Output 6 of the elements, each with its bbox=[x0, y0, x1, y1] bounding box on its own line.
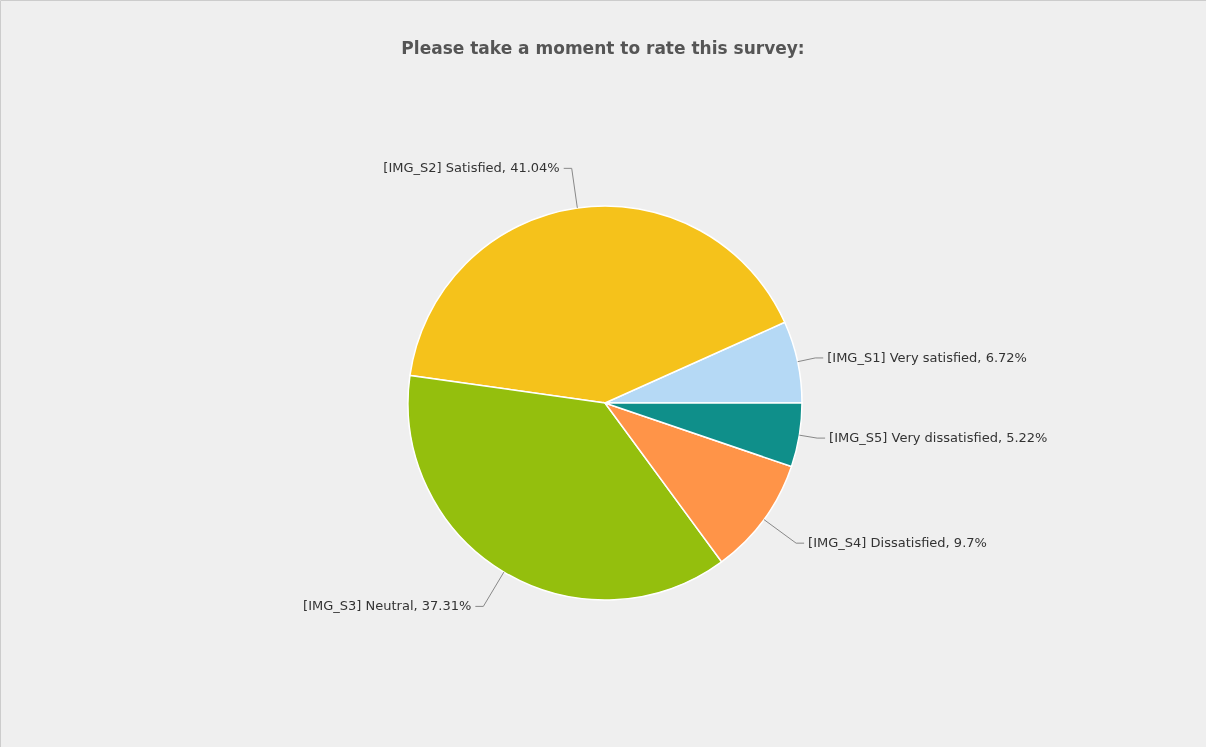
slice-label: [IMG_S5] Very dissatisfied, 5.22% bbox=[829, 430, 1048, 446]
slice-label: [IMG_S4] Dissatisfied, 9.7% bbox=[808, 535, 987, 551]
slice-label: [IMG_S3] Neutral, 37.31% bbox=[303, 598, 472, 614]
slice-label: [IMG_S1] Very satisfied, 6.72% bbox=[827, 349, 1027, 365]
chart-title: Please take a moment to rate this survey: bbox=[401, 38, 805, 58]
slice-label: [IMG_S2] Satisfied, 41.04% bbox=[383, 160, 560, 176]
